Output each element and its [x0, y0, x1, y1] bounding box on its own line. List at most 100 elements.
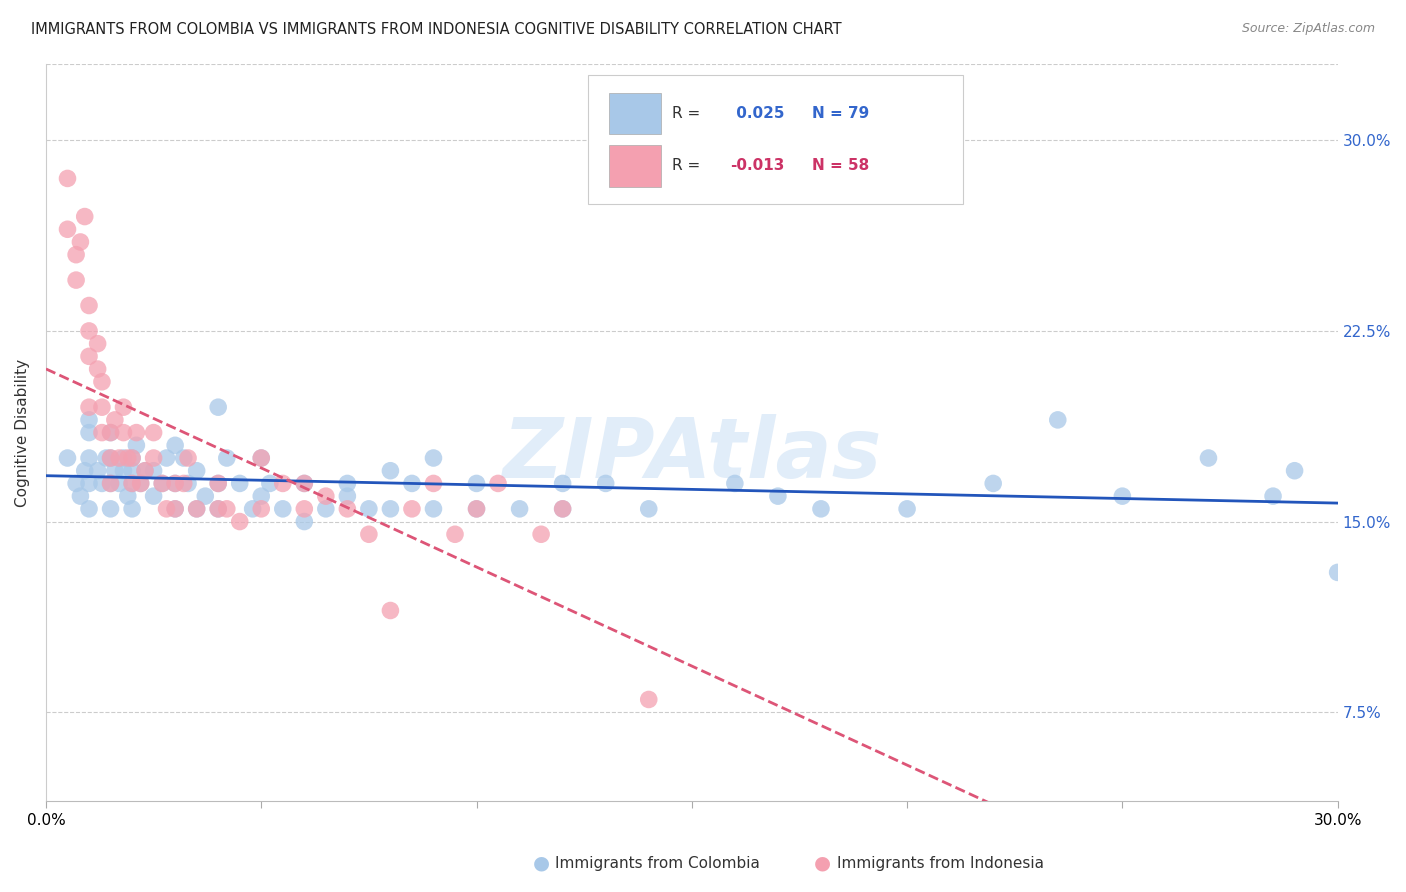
Point: [401, 476, 423, 491]
Point: [207, 501, 229, 516]
FancyBboxPatch shape: [589, 75, 963, 204]
Point: [465, 476, 488, 491]
Point: [108, 450, 131, 465]
Point: [77, 476, 100, 491]
Point: [86, 464, 108, 478]
Point: [551, 501, 574, 516]
Point: [129, 476, 152, 491]
Point: [509, 501, 531, 516]
Point: [336, 476, 359, 491]
Point: [121, 476, 143, 491]
Point: [77, 425, 100, 440]
Point: [186, 501, 208, 516]
Text: IMMIGRANTS FROM COLOMBIA VS IMMIGRANTS FROM INDONESIA COGNITIVE DISABILITY CORRE: IMMIGRANTS FROM COLOMBIA VS IMMIGRANTS F…: [31, 22, 842, 37]
Point: [250, 450, 273, 465]
Point: [1046, 413, 1069, 427]
Text: -0.013: -0.013: [731, 158, 785, 173]
Point: [77, 349, 100, 363]
Point: [65, 273, 87, 287]
Point: [896, 501, 918, 516]
Point: [465, 501, 488, 516]
Point: [100, 476, 122, 491]
Point: [422, 501, 444, 516]
Text: ●: ●: [533, 854, 550, 873]
Point: [77, 413, 100, 427]
Point: [215, 501, 238, 516]
Point: [100, 450, 122, 465]
Point: [121, 450, 143, 465]
Point: [117, 489, 139, 503]
Point: [186, 501, 208, 516]
Text: 0.025: 0.025: [731, 106, 785, 121]
Point: [112, 464, 135, 478]
Point: [271, 476, 294, 491]
Point: [380, 464, 402, 478]
Point: [134, 464, 156, 478]
Point: [129, 476, 152, 491]
Point: [422, 450, 444, 465]
Point: [65, 476, 87, 491]
Y-axis label: Cognitive Disability: Cognitive Disability: [15, 359, 30, 507]
Text: R =: R =: [672, 106, 706, 121]
Point: [77, 450, 100, 465]
Point: [65, 248, 87, 262]
Point: [380, 501, 402, 516]
Point: [125, 425, 148, 440]
Point: [121, 464, 143, 478]
Point: [96, 450, 118, 465]
Point: [56, 222, 79, 236]
Point: [336, 489, 359, 503]
Point: [77, 400, 100, 414]
Point: [112, 400, 135, 414]
Point: [186, 464, 208, 478]
Point: [595, 476, 617, 491]
Point: [724, 476, 747, 491]
Point: [380, 603, 402, 617]
Text: R =: R =: [672, 158, 706, 173]
Point: [1111, 489, 1133, 503]
Point: [357, 501, 380, 516]
Point: [250, 501, 273, 516]
Point: [637, 501, 659, 516]
Point: [69, 235, 91, 249]
Point: [142, 425, 165, 440]
Point: [150, 476, 173, 491]
Point: [100, 501, 122, 516]
Point: [121, 450, 143, 465]
Point: [91, 400, 114, 414]
Text: Source: ZipAtlas.com: Source: ZipAtlas.com: [1241, 22, 1375, 36]
Point: [108, 476, 131, 491]
Point: [177, 476, 200, 491]
Text: N = 58: N = 58: [811, 158, 869, 173]
Point: [486, 476, 509, 491]
Point: [150, 476, 173, 491]
FancyBboxPatch shape: [609, 145, 661, 186]
Text: ZIPAtlas: ZIPAtlas: [502, 414, 882, 495]
Point: [104, 413, 127, 427]
Point: [56, 171, 79, 186]
Point: [1261, 489, 1284, 503]
Point: [766, 489, 789, 503]
Point: [73, 464, 96, 478]
Point: [86, 362, 108, 376]
Point: [315, 501, 337, 516]
Point: [292, 501, 315, 516]
Point: [91, 476, 114, 491]
FancyBboxPatch shape: [609, 93, 661, 135]
Point: [1198, 450, 1220, 465]
Point: [69, 489, 91, 503]
Point: [77, 501, 100, 516]
Point: [292, 515, 315, 529]
Point: [242, 501, 264, 516]
Point: [104, 464, 127, 478]
Point: [292, 476, 315, 491]
Point: [981, 476, 1004, 491]
Point: [194, 489, 217, 503]
Point: [165, 501, 187, 516]
Point: [100, 425, 122, 440]
Point: [250, 450, 273, 465]
Point: [165, 476, 187, 491]
Point: [86, 336, 108, 351]
Point: [134, 464, 156, 478]
Point: [810, 501, 832, 516]
